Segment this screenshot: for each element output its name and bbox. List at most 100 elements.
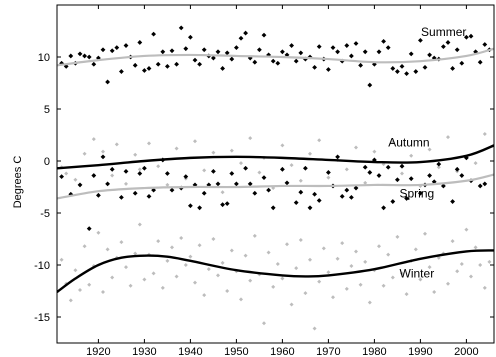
- summer-point: [422, 65, 428, 70]
- winter-point: [96, 230, 101, 235]
- spring-point: [289, 163, 294, 168]
- winter-point: [243, 253, 248, 258]
- autumn-point: [146, 193, 152, 199]
- spring-label: Spring: [400, 186, 435, 200]
- spring-point: [229, 148, 234, 153]
- autumn-point: [477, 183, 483, 189]
- winter-point: [455, 269, 460, 274]
- spring-point: [372, 149, 377, 154]
- spring-point: [363, 180, 368, 185]
- autumn-point: [436, 161, 442, 167]
- autumn-point: [123, 169, 129, 174]
- autumn-point: [266, 187, 271, 193]
- summer-point: [390, 66, 396, 71]
- winter-point: [289, 302, 294, 307]
- summer-point: [257, 47, 262, 53]
- summer-point: [418, 37, 423, 43]
- winter-point: [101, 290, 105, 295]
- winter-point: [367, 300, 372, 305]
- summer-point: [376, 49, 382, 55]
- summer-point: [312, 65, 317, 70]
- x-tick-label: 1970: [316, 346, 340, 357]
- summer-point: [477, 59, 483, 65]
- summer-point: [381, 39, 386, 44]
- spring-point: [248, 136, 253, 141]
- x-tick-label: 1980: [362, 346, 386, 357]
- autumn-point: [105, 181, 110, 187]
- winter-point: [87, 282, 92, 287]
- trends-group: [57, 47, 494, 294]
- summer-point: [454, 47, 460, 53]
- summer-point: [284, 52, 290, 58]
- summer-point: [238, 35, 244, 41]
- spring-point: [326, 175, 331, 180]
- spring-point: [390, 140, 395, 145]
- summer-point: [450, 66, 455, 71]
- winter-point: [312, 326, 317, 331]
- spring-trend-line: [57, 173, 494, 200]
- autumn-point: [298, 189, 304, 195]
- winter-point: [450, 239, 455, 244]
- autumn-point: [404, 196, 409, 201]
- autumn-point: [192, 182, 198, 188]
- winter-point: [423, 231, 427, 236]
- winter-point: [78, 287, 82, 292]
- winter-point: [197, 243, 202, 248]
- autumn-point: [243, 165, 248, 171]
- axes: 1920 1930 1940 1950 1960 1970 1980 1990 2000 -15 -…: [34, 4, 495, 357]
- winter-point: [358, 282, 363, 287]
- autumn-point: [284, 180, 290, 186]
- winter-point: [174, 274, 179, 279]
- winter-point: [308, 257, 312, 262]
- winter-point: [377, 244, 381, 249]
- summer-point: [183, 46, 189, 52]
- spring-point: [137, 167, 142, 172]
- y-tick-label: -5: [40, 208, 50, 220]
- summer-point: [96, 55, 101, 61]
- winter-trend-line: [57, 249, 494, 294]
- autumn-point: [151, 187, 156, 193]
- spring-point: [73, 177, 78, 182]
- autumn-point: [367, 170, 373, 175]
- winter-point: [133, 251, 138, 256]
- autumn-point: [376, 173, 382, 178]
- summer-point: [100, 47, 106, 53]
- winter-point: [170, 245, 174, 250]
- autumn-point: [96, 192, 101, 198]
- winter-point: [220, 260, 225, 265]
- summer-point: [270, 58, 276, 64]
- winter-point: [216, 273, 220, 278]
- summer-point: [459, 60, 465, 66]
- spring-point: [110, 173, 115, 178]
- autumn-point: [344, 187, 350, 193]
- spring-point: [482, 131, 487, 136]
- winter-point: [271, 284, 276, 289]
- winter-point: [390, 275, 395, 280]
- autumn-point: [77, 182, 83, 188]
- summer-point: [91, 61, 97, 67]
- winter-point: [317, 279, 322, 284]
- autumn-point: [234, 181, 239, 187]
- winter-point: [459, 261, 464, 266]
- summer-point: [105, 79, 110, 85]
- winter-point: [275, 261, 280, 266]
- autumn-point: [459, 173, 465, 178]
- winter-point: [119, 240, 124, 245]
- autumn-point: [385, 164, 391, 170]
- winter-point: [124, 265, 128, 270]
- autumn-point: [201, 190, 207, 196]
- autumn-point: [390, 199, 396, 204]
- autumn-point: [312, 191, 317, 197]
- spring-point: [133, 152, 138, 157]
- summer-point: [413, 69, 419, 74]
- winter-point: [156, 239, 161, 244]
- autumn-point: [362, 164, 368, 170]
- summer-point: [468, 33, 474, 39]
- summer-point: [349, 53, 354, 59]
- spring-point: [344, 167, 349, 172]
- summer-point: [215, 49, 221, 55]
- autumn-point: [211, 169, 216, 174]
- autumn-trend-line: [57, 144, 494, 170]
- summer-point: [137, 40, 143, 45]
